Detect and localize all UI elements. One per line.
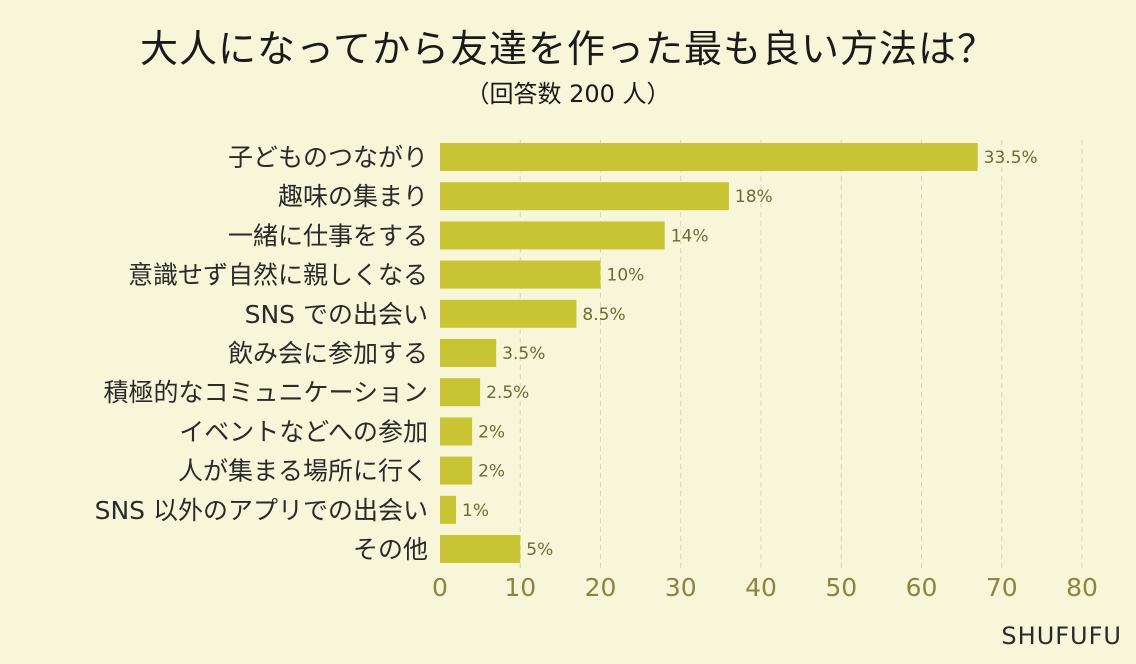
x-tick-label: 10 <box>504 573 536 602</box>
category-label: 飲み会に参加する <box>228 339 428 368</box>
x-tick-label: 30 <box>665 573 697 602</box>
value-label: 2% <box>478 422 505 442</box>
value-label: 33.5% <box>984 148 1038 168</box>
category-label: その他 <box>353 535 428 564</box>
bar <box>440 182 729 211</box>
value-label: 18% <box>735 187 773 207</box>
category-label: 積極的なコミュニケーション <box>103 378 428 407</box>
x-tick-label: 50 <box>825 573 857 602</box>
value-label: 1% <box>462 501 489 521</box>
bar <box>440 495 457 524</box>
x-tick-label: 40 <box>745 573 777 602</box>
x-tick-label: 80 <box>1066 573 1098 602</box>
category-label: 意識せず自然に親しくなる <box>128 261 428 290</box>
x-tick-label: 60 <box>906 573 938 602</box>
x-tick-label: 0 <box>432 573 448 602</box>
value-label: 2% <box>478 462 505 482</box>
category-label: 趣味の集まり <box>278 182 428 211</box>
bar <box>440 456 473 485</box>
chart-subtitle: （回答数 200 人） <box>465 80 671 108</box>
bar <box>440 339 497 367</box>
bars <box>440 143 978 563</box>
x-axis-ticks: 0 10 20 30 40 50 60 70 80 <box>432 573 1098 602</box>
bar <box>440 417 473 446</box>
category-label: SNS での出会い <box>245 300 428 329</box>
bar <box>440 260 601 289</box>
value-label: 14% <box>671 226 709 246</box>
category-label: 人が集まる場所に行く <box>178 457 428 486</box>
brand-logo-text: SHUFUFU <box>1001 622 1122 650</box>
value-label: 5% <box>526 540 553 560</box>
x-tick-label: 20 <box>585 573 617 602</box>
bar <box>440 378 481 407</box>
bar <box>440 299 577 328</box>
bar <box>440 143 978 171</box>
value-label: 8.5% <box>582 305 625 325</box>
bar <box>440 221 665 250</box>
category-label: 一緒に仕事をする <box>228 221 428 250</box>
value-label: 2.5% <box>486 383 529 403</box>
chart-title: 大人になってから友達を作った最も良い方法は？ <box>139 27 997 71</box>
x-tick-label: 70 <box>986 573 1018 602</box>
category-label: 子どものつながり <box>228 143 428 172</box>
category-label: SNS 以外のアプリでの出会い <box>95 496 428 525</box>
value-labels: 33.5% 18% 14% 10% 8.5% 3.5% 2.5% 2% 2% 1% 5% <box>462 148 1038 560</box>
category-label: イベントなどへの参加 <box>179 417 428 446</box>
value-label: 10% <box>607 266 645 286</box>
bar <box>440 535 521 563</box>
value-label: 3.5% <box>502 344 545 364</box>
